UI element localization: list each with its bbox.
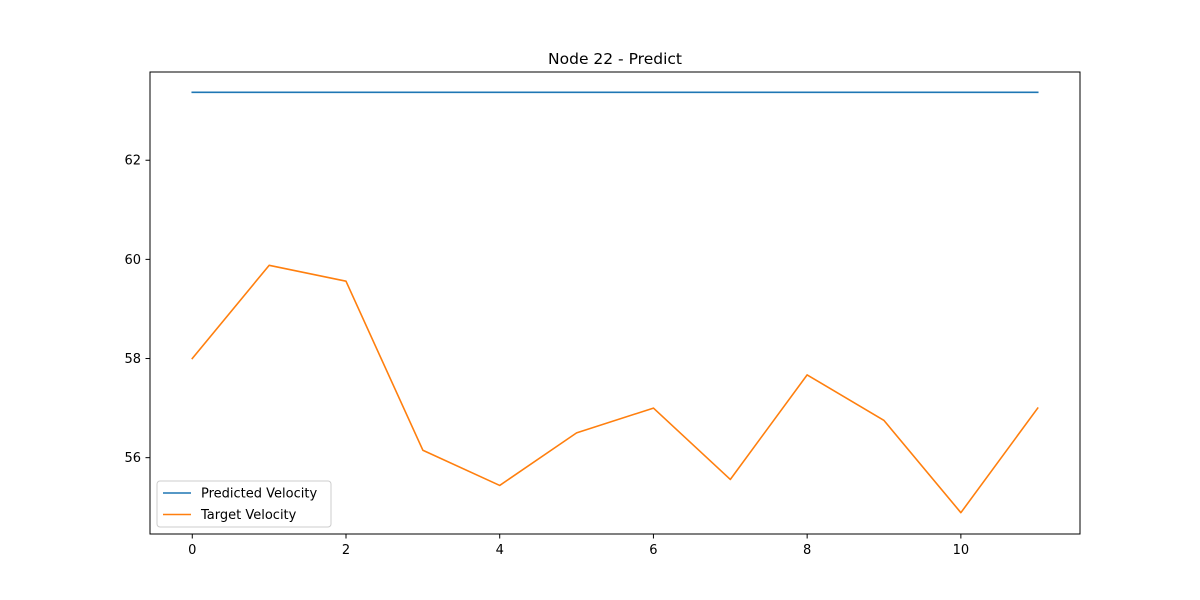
plot-frame — [149, 71, 1081, 535]
x-axis-ticks: 0 2 4 6 8 10 — [188, 534, 969, 558]
series-layer — [191, 91, 1039, 514]
x-tick-label: 10 — [953, 543, 970, 558]
y-tick-label: 60 — [124, 253, 141, 268]
legend-box — [156, 480, 332, 528]
y-axis-ticks: 56 58 60 62 — [124, 154, 150, 466]
y-tick-label: 62 — [124, 154, 141, 169]
x-tick-label: 0 — [188, 543, 196, 558]
series-line-2 — [191, 264, 1039, 514]
legend: Predicted Velocity Target Velocity — [156, 480, 332, 528]
chart-title: Node 22 - Predict — [548, 50, 682, 68]
legend-label-1: Predicted Velocity — [201, 487, 317, 502]
x-tick-label: 4 — [496, 543, 504, 558]
y-tick-label: 56 — [124, 451, 141, 466]
x-tick-label: 6 — [649, 543, 657, 558]
legend-label-2: Target Velocity — [200, 508, 297, 523]
y-tick-label: 58 — [124, 352, 141, 367]
x-tick-label: 2 — [342, 543, 350, 558]
x-tick-label: 8 — [803, 543, 811, 558]
